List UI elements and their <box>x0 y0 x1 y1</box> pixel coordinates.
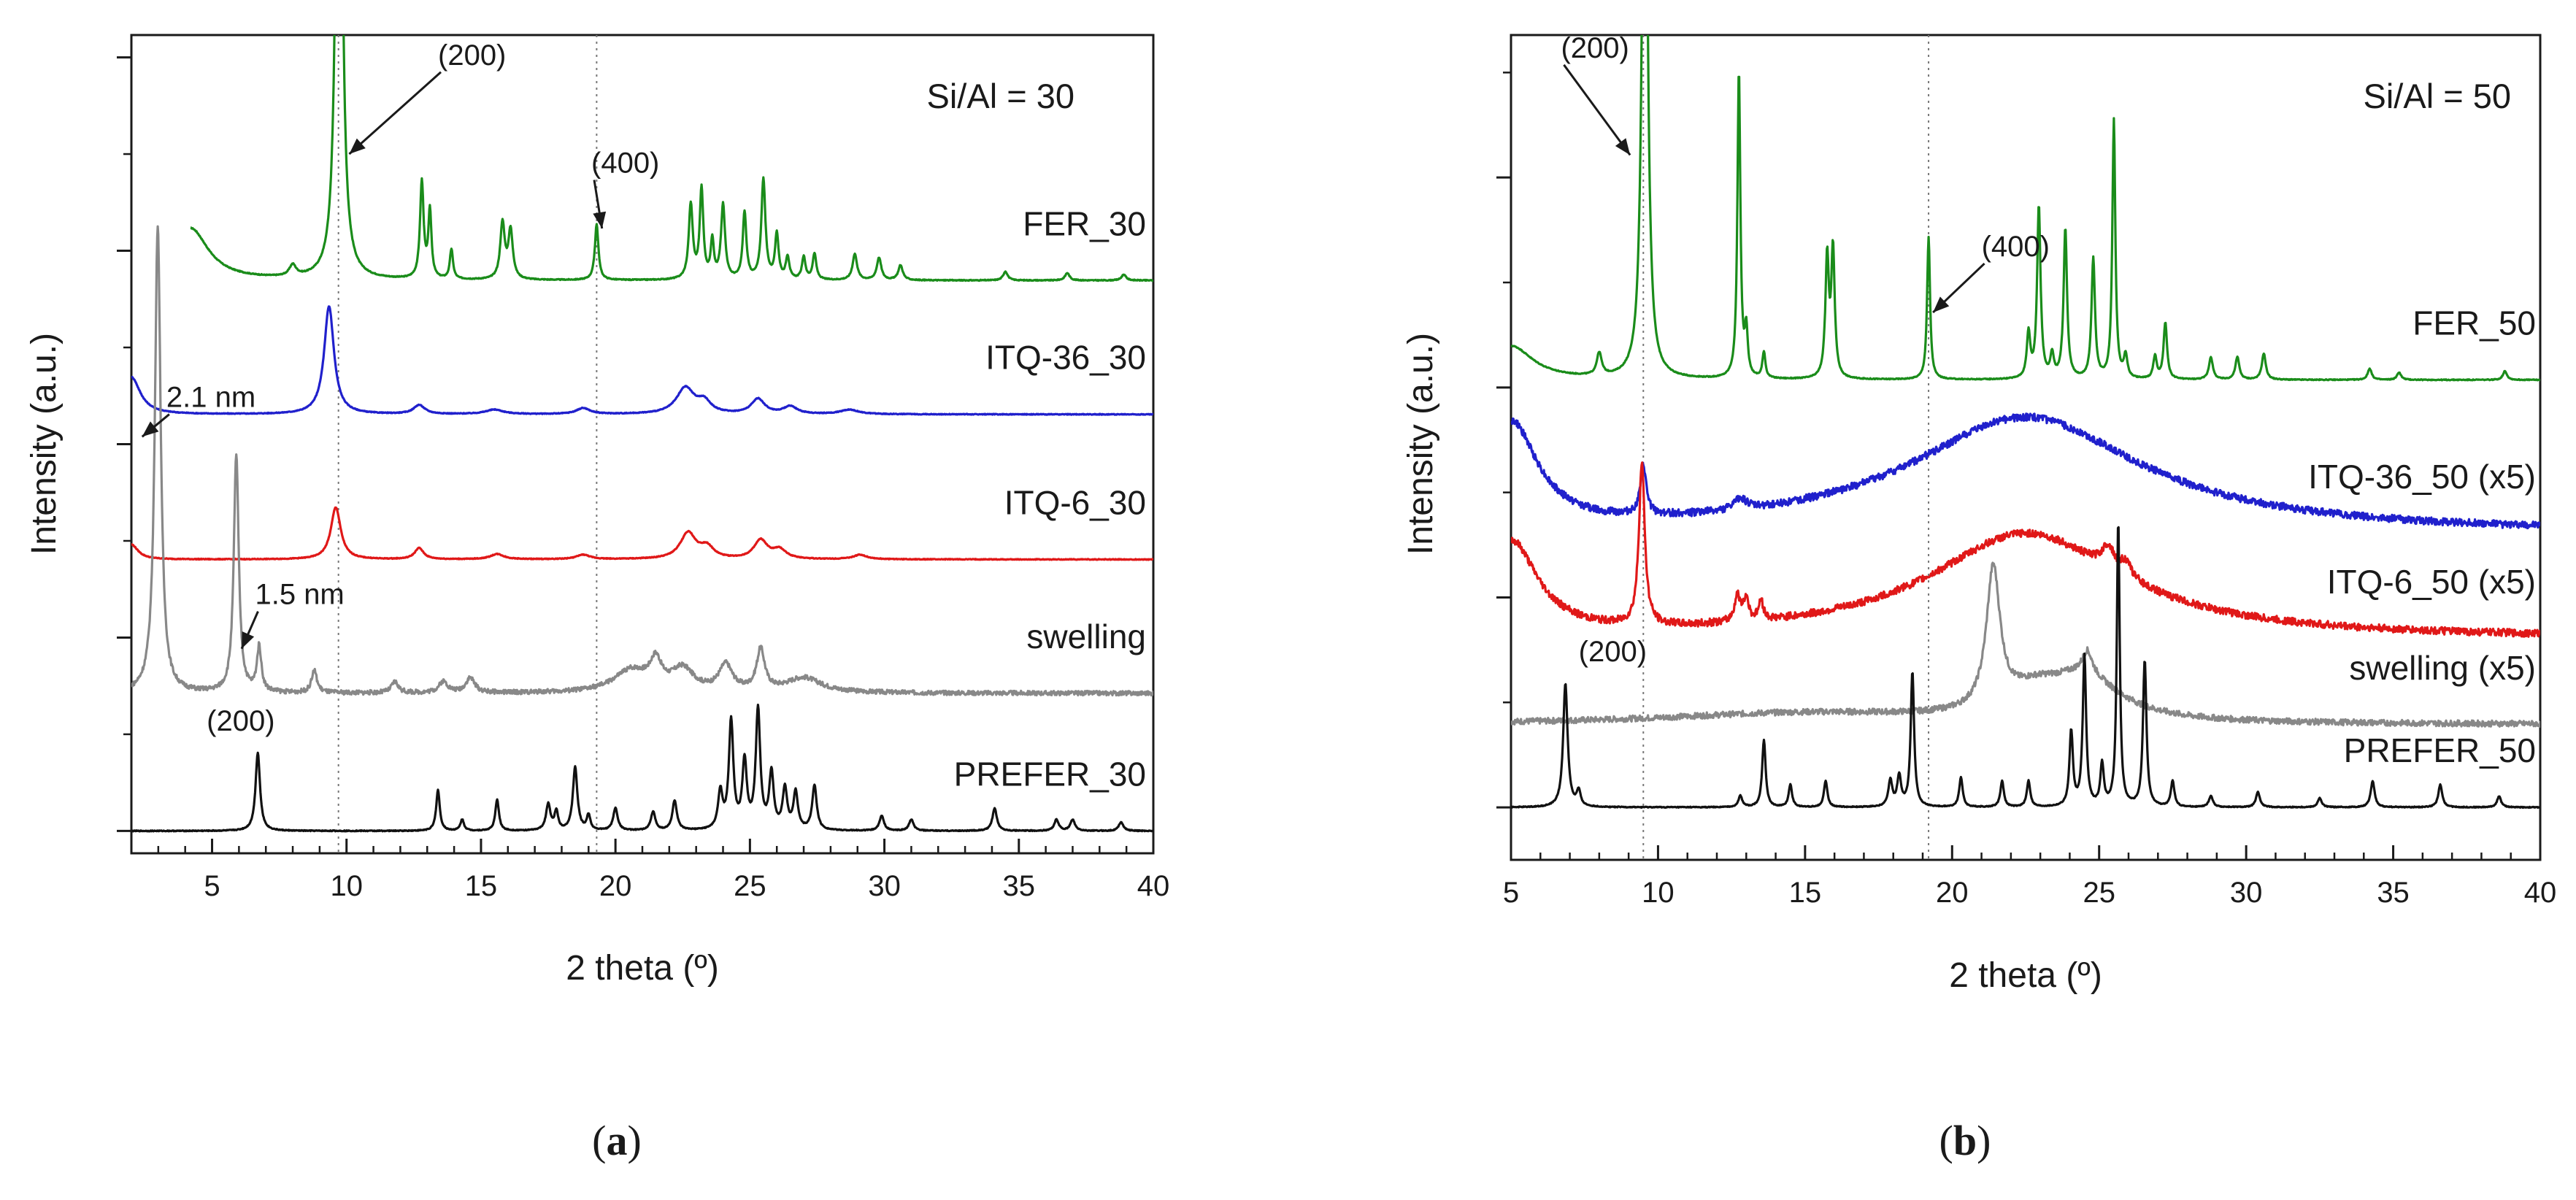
x-tick-label: 15 <box>465 870 498 902</box>
x-tick-label: 35 <box>1003 870 1036 902</box>
panel-b-plot-frame <box>1510 34 2542 861</box>
x-tick-label: 20 <box>599 870 632 902</box>
series-line-fer-30 <box>190 35 1153 282</box>
series-line-prefer-50 <box>1511 526 2540 809</box>
panel-b-annotations: (200) (400) (200) <box>1561 32 2049 668</box>
x-tick-label: 30 <box>2230 877 2263 909</box>
annotation-arrow <box>348 71 442 155</box>
panel-a-letter-text: a <box>607 1117 628 1164</box>
x-tick-label: 40 <box>2524 877 2557 909</box>
x-tick-label: 5 <box>1503 877 1519 909</box>
series-line-itq-36-50-x5- <box>1511 412 2540 530</box>
panel-a-letter: (a) <box>592 1117 642 1164</box>
annotation-label: (200) <box>1561 32 1629 64</box>
panel-b-chart: 5 10 15 20 25 30 35 40 (200) (400) (200) FER_50 IT… <box>1402 32 2556 1164</box>
annotation-label: (400) <box>591 147 659 180</box>
annotation-label: (200) <box>438 39 506 72</box>
series-label: ITQ-6_30 <box>1004 483 1146 521</box>
x-tick-label: 40 <box>1137 870 1170 902</box>
panel-b-title: Si/Al = 50 <box>2364 77 2511 115</box>
annotation-label: 2.1 nm <box>166 382 255 414</box>
panel-a-series <box>131 35 1153 833</box>
annotation-arrowhead <box>593 211 607 228</box>
series-label: ITQ-6_50 (x5) <box>2327 563 2536 601</box>
panel-b-xlabel: 2 theta (º) <box>1949 956 2102 995</box>
x-tick-label: 25 <box>2083 877 2115 909</box>
series-line-prefer-30 <box>131 704 1153 833</box>
panel-a-series-labels: FER_30 ITQ-36_30 ITQ-6_30 swelling PREFER_30 <box>954 204 1146 793</box>
panel-a-title: Si/Al = 30 <box>927 77 1074 115</box>
annotation-label: (200) <box>1579 636 1647 668</box>
panel-b-reference-lines <box>1642 35 1930 860</box>
panel-a-annotations: (200) (400) 2.1 nm 1.5 nm (200) <box>141 39 659 737</box>
annotation-label: (200) <box>207 705 274 737</box>
x-tick-label: 5 <box>204 870 220 902</box>
series-label: FER_30 <box>1023 204 1146 242</box>
panel-b-ylabel: Intensity (a.u.) <box>1402 333 1440 555</box>
panel-a-xlabel: 2 theta (º) <box>566 949 719 988</box>
series-label: FER_50 <box>2412 304 2536 342</box>
panel-a-chart: 5 10 15 20 25 30 35 40 (200)(400)2.1 nm1.5 nm(2… <box>25 34 1170 1164</box>
x-tick-label: 15 <box>1789 877 1822 909</box>
panel-a-reference-lines <box>337 35 598 853</box>
series-line-fer-50 <box>1511 35 2540 382</box>
series-line-swelling-x5- <box>1511 561 2540 728</box>
annotation-arrowhead <box>349 138 366 155</box>
annotation-arrowhead <box>1933 296 1950 313</box>
panel-b-series <box>1511 35 2540 809</box>
annotation-arrow <box>1563 64 1631 156</box>
series-label: swelling <box>1026 618 1146 655</box>
series-label: PREFER_50 <box>2344 731 2536 769</box>
series-line-itq-36-30 <box>131 305 1153 416</box>
panel-b-series-labels: FER_50 ITQ-36_50 (x5) ITQ-6_50 (x5) swellin… <box>2308 304 2536 770</box>
x-tick-label: 10 <box>1642 877 1675 909</box>
annotation-arrowhead <box>242 631 255 649</box>
x-tick-label: 10 <box>330 870 363 902</box>
annotation-label: 1.5 nm <box>255 579 344 611</box>
panel-a-axis-ticks: 5 10 15 20 25 30 35 40 <box>117 56 1170 902</box>
series-line-itq-6-50-x5- <box>1511 461 2540 638</box>
panel-b-letter-text: b <box>1953 1117 1977 1164</box>
panel-b-letter: (b) <box>1939 1117 1991 1164</box>
x-tick-label: 25 <box>734 870 766 902</box>
panel-a-ylabel: Intensity (a.u.) <box>25 333 64 555</box>
panel-b-axis-ticks: 5 10 15 20 25 30 35 40 <box>1496 72 2556 909</box>
series-label: ITQ-36_30 <box>985 339 1146 377</box>
annotation-label: (400) <box>1982 231 2050 263</box>
x-tick-label: 30 <box>868 870 901 902</box>
annotation-arrowhead <box>142 421 159 437</box>
x-tick-label: 35 <box>2377 877 2410 909</box>
series-line-swelling <box>131 225 1153 697</box>
series-line-itq-6-30 <box>131 506 1153 561</box>
x-tick-label: 20 <box>1936 877 1969 909</box>
series-label: PREFER_30 <box>954 755 1146 793</box>
series-label: swelling (x5) <box>2349 649 2536 687</box>
annotation-arrowhead <box>1615 138 1631 155</box>
series-label: ITQ-36_50 (x5) <box>2308 458 2536 496</box>
